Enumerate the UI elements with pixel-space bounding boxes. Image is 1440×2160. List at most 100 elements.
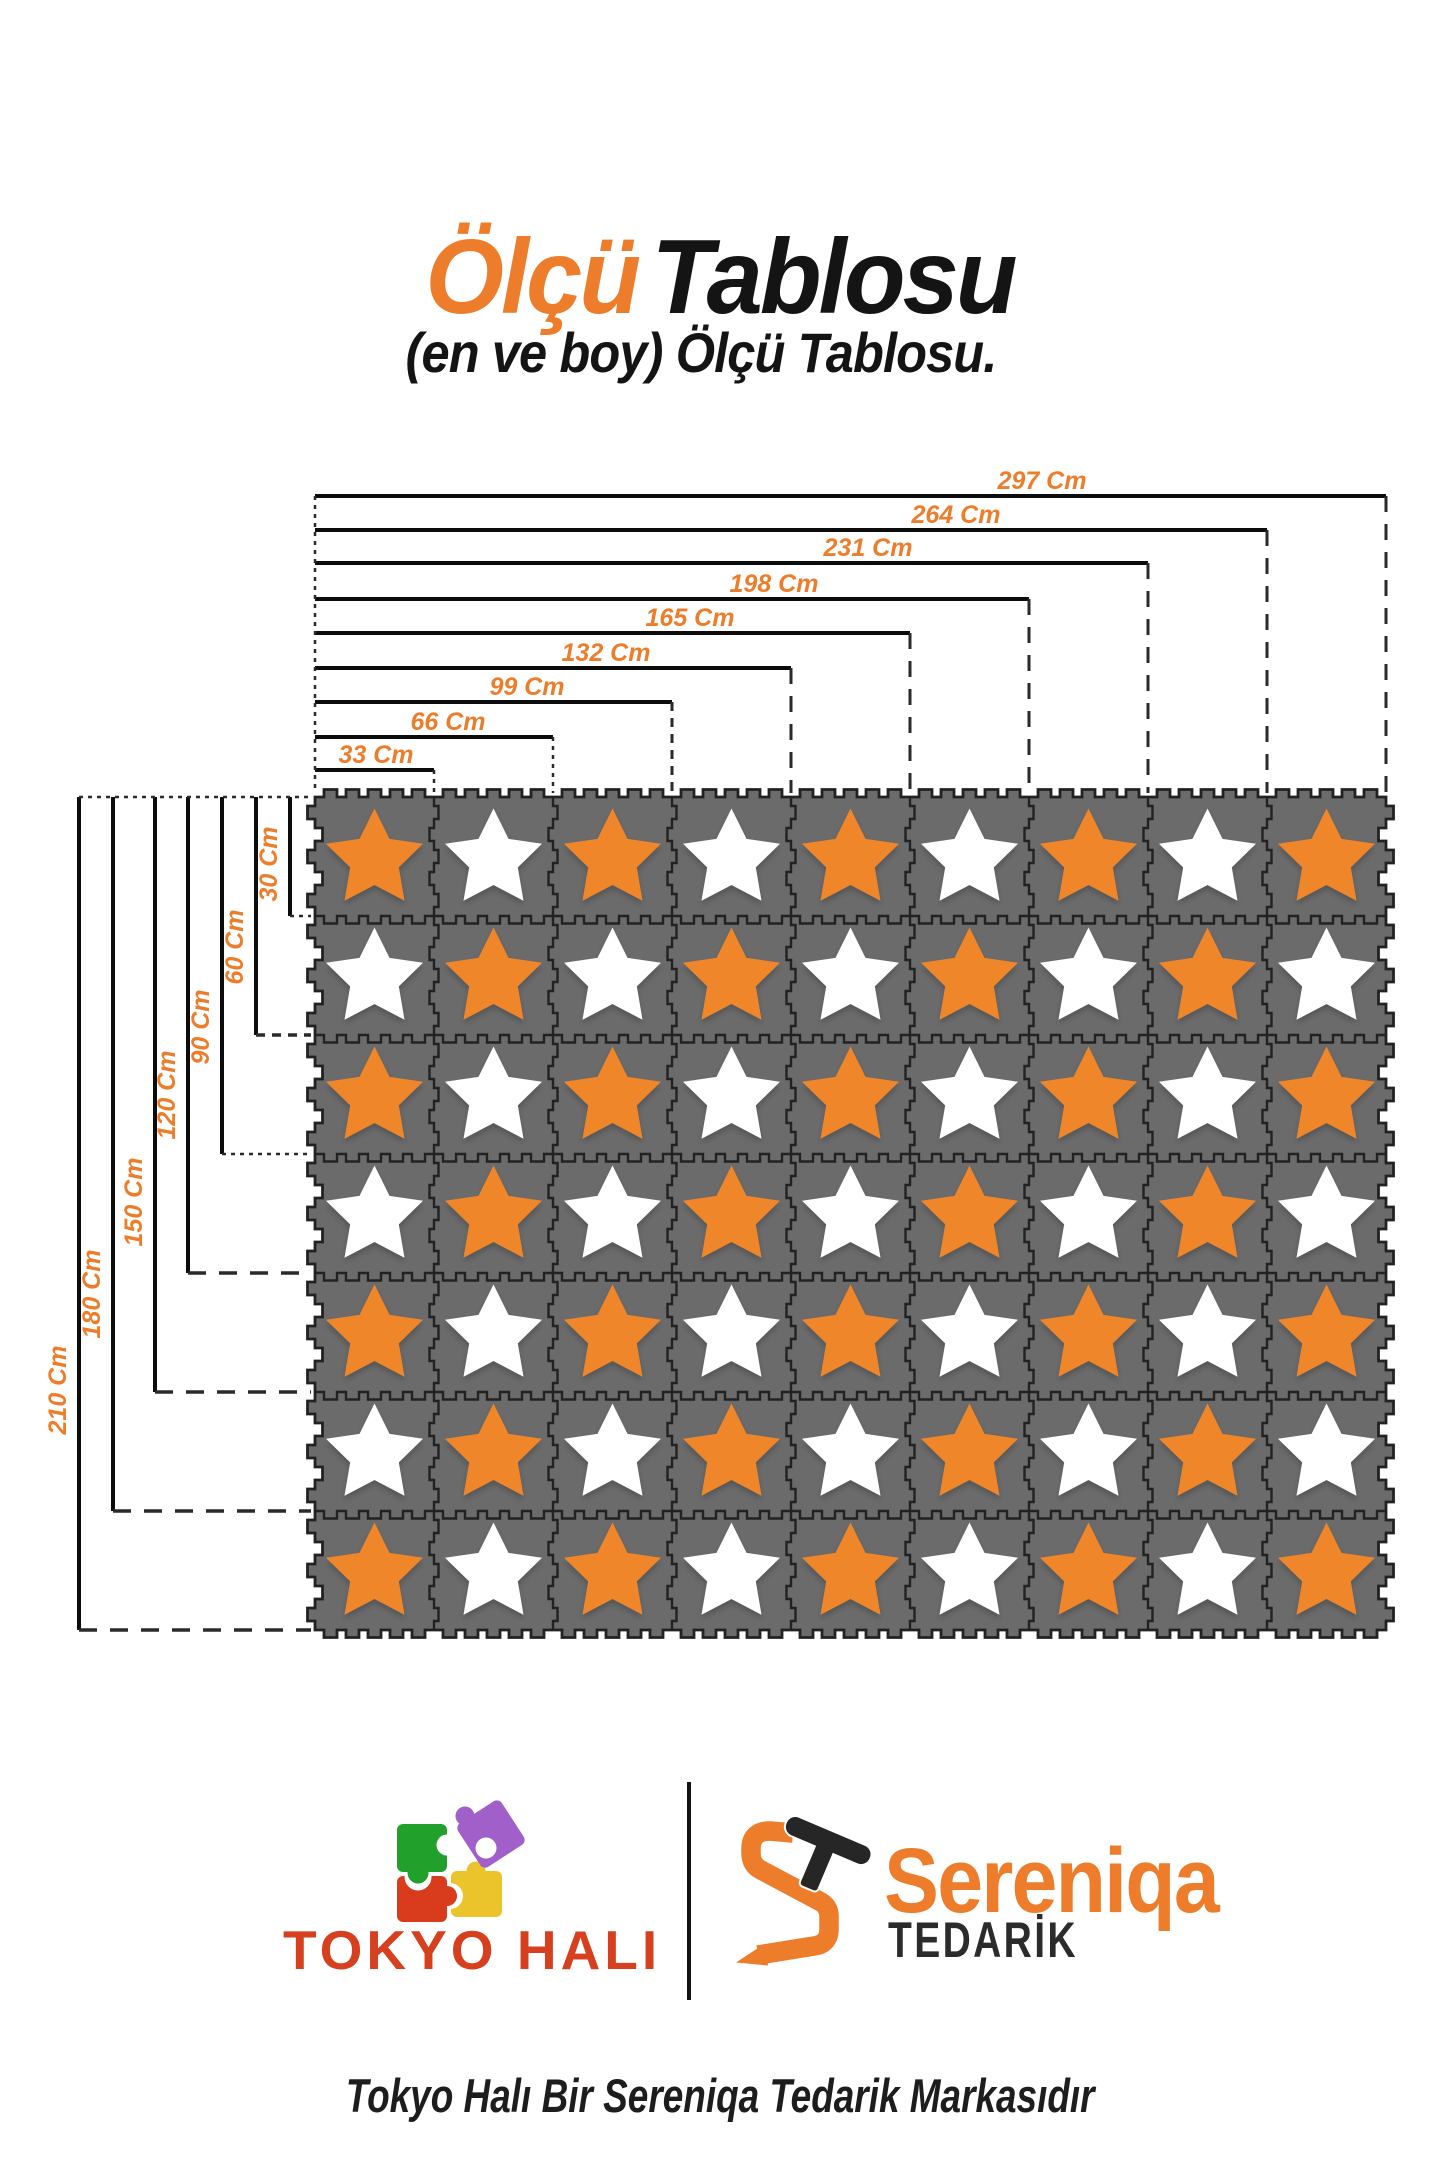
mat-seam-vertical-3 bbox=[666, 797, 678, 1630]
star-orange bbox=[921, 927, 1018, 1020]
width-label-33: 33 Cm bbox=[338, 741, 413, 769]
height-label-210: 210 Cm bbox=[44, 1346, 72, 1436]
star-orange bbox=[1278, 1284, 1375, 1377]
star-white bbox=[683, 1046, 780, 1139]
star-white bbox=[1040, 927, 1137, 1020]
mat-seam-vertical-4 bbox=[785, 797, 797, 1630]
mat-seam-horizontal-6 bbox=[315, 1509, 1386, 1520]
star-orange bbox=[1040, 1522, 1137, 1615]
star-orange bbox=[1040, 1046, 1137, 1139]
width-label-132: 132 Cm bbox=[562, 639, 651, 667]
star-white bbox=[445, 1522, 542, 1615]
star-orange bbox=[564, 1522, 661, 1615]
star-white bbox=[802, 1165, 899, 1258]
star-orange bbox=[1159, 927, 1256, 1020]
puzzle-piece-green bbox=[397, 1824, 458, 1884]
star-orange bbox=[1040, 808, 1137, 901]
star-white bbox=[921, 808, 1018, 901]
width-label-66: 66 Cm bbox=[410, 708, 485, 736]
star-white bbox=[1159, 1522, 1256, 1615]
star-white bbox=[1159, 1046, 1256, 1139]
page-subtitle: (en ve boy) Ölçü Tablosu. bbox=[405, 321, 998, 384]
star-orange bbox=[921, 1403, 1018, 1496]
star-white bbox=[1040, 1165, 1137, 1258]
star-orange bbox=[683, 927, 780, 1020]
star-orange bbox=[1278, 808, 1375, 901]
star-white bbox=[921, 1522, 1018, 1615]
star-white bbox=[1278, 927, 1375, 1020]
star-white bbox=[445, 808, 542, 901]
mat-seam-horizontal-4 bbox=[315, 1271, 1386, 1282]
star-white bbox=[326, 1165, 423, 1258]
star-white bbox=[1278, 1403, 1375, 1496]
star-white bbox=[921, 1046, 1018, 1139]
star-orange bbox=[326, 1522, 423, 1615]
star-orange bbox=[445, 1403, 542, 1496]
star-orange bbox=[326, 1284, 423, 1377]
star-orange bbox=[921, 1165, 1018, 1258]
mat-seam-horizontal-2 bbox=[315, 1033, 1386, 1044]
sereniqa-sub-text: TEDARİK bbox=[888, 1912, 1078, 1968]
star-white bbox=[802, 1403, 899, 1496]
star-white bbox=[683, 1522, 780, 1615]
height-label-60: 60 Cm bbox=[221, 909, 249, 984]
star-orange bbox=[1278, 1046, 1375, 1139]
mat-seam-vertical-6 bbox=[1023, 797, 1035, 1630]
star-orange bbox=[683, 1165, 780, 1258]
mat-seam-vertical-1 bbox=[428, 797, 440, 1630]
width-label-297: 297 Cm bbox=[997, 467, 1087, 495]
star-orange bbox=[326, 808, 423, 901]
star-white bbox=[921, 1284, 1018, 1377]
star-orange bbox=[326, 1046, 423, 1139]
mat-seam-vertical-8 bbox=[1261, 797, 1273, 1630]
mat-seam-horizontal-3 bbox=[315, 1152, 1386, 1163]
mat-seam-vertical-5 bbox=[904, 797, 916, 1630]
star-orange bbox=[564, 1046, 661, 1139]
star-white bbox=[564, 1165, 661, 1258]
monogram-s bbox=[736, 1821, 839, 1966]
star-orange bbox=[683, 1403, 780, 1496]
height-label-90: 90 Cm bbox=[187, 989, 215, 1064]
star-white bbox=[802, 927, 899, 1020]
star-white bbox=[1278, 1165, 1375, 1258]
page-title-highlight: Ölçü bbox=[425, 218, 641, 336]
star-orange bbox=[802, 1522, 899, 1615]
star-white bbox=[683, 808, 780, 901]
star-white bbox=[326, 1403, 423, 1496]
width-label-99: 99 Cm bbox=[489, 673, 564, 701]
footer-tagline: Tokyo Halı Bir Sereniqa Tedarik Markasıd… bbox=[345, 2069, 1095, 2122]
star-white bbox=[1040, 1403, 1137, 1496]
footer-divider bbox=[687, 1782, 691, 2000]
star-white bbox=[1159, 808, 1256, 901]
width-label-264: 264 Cm bbox=[911, 501, 1001, 529]
height-label-120: 120 Cm bbox=[153, 1051, 181, 1140]
mat-seam-horizontal-5 bbox=[315, 1390, 1386, 1401]
tokyo-hali-logo-text: TOKYO HALI bbox=[283, 1919, 662, 1981]
width-label-165: 165 Cm bbox=[646, 604, 735, 632]
star-white bbox=[564, 1403, 661, 1496]
star-orange bbox=[802, 808, 899, 901]
star-white bbox=[1159, 1284, 1256, 1377]
star-orange bbox=[1040, 1284, 1137, 1377]
star-orange bbox=[564, 1284, 661, 1377]
puzzle-piece-purple bbox=[455, 1800, 525, 1868]
page-title-rest: Tablosu bbox=[651, 218, 1018, 336]
star-orange bbox=[445, 927, 542, 1020]
width-label-198: 198 Cm bbox=[730, 570, 819, 598]
height-label-150: 150 Cm bbox=[120, 1158, 148, 1247]
star-white bbox=[683, 1284, 780, 1377]
star-orange bbox=[1159, 1165, 1256, 1258]
height-label-30: 30 Cm bbox=[255, 826, 283, 901]
mat-seam-horizontal-1 bbox=[315, 914, 1386, 925]
star-orange bbox=[1159, 1403, 1256, 1496]
sereniqa-monogram-icon bbox=[736, 1815, 873, 1966]
star-white bbox=[326, 927, 423, 1020]
mat-seam-vertical-7 bbox=[1142, 797, 1154, 1630]
star-orange bbox=[564, 808, 661, 901]
star-white bbox=[445, 1046, 542, 1139]
star-orange bbox=[445, 1165, 542, 1258]
sereniqa-brand-text: Sereniqa bbox=[884, 1830, 1220, 1932]
star-orange bbox=[802, 1284, 899, 1377]
